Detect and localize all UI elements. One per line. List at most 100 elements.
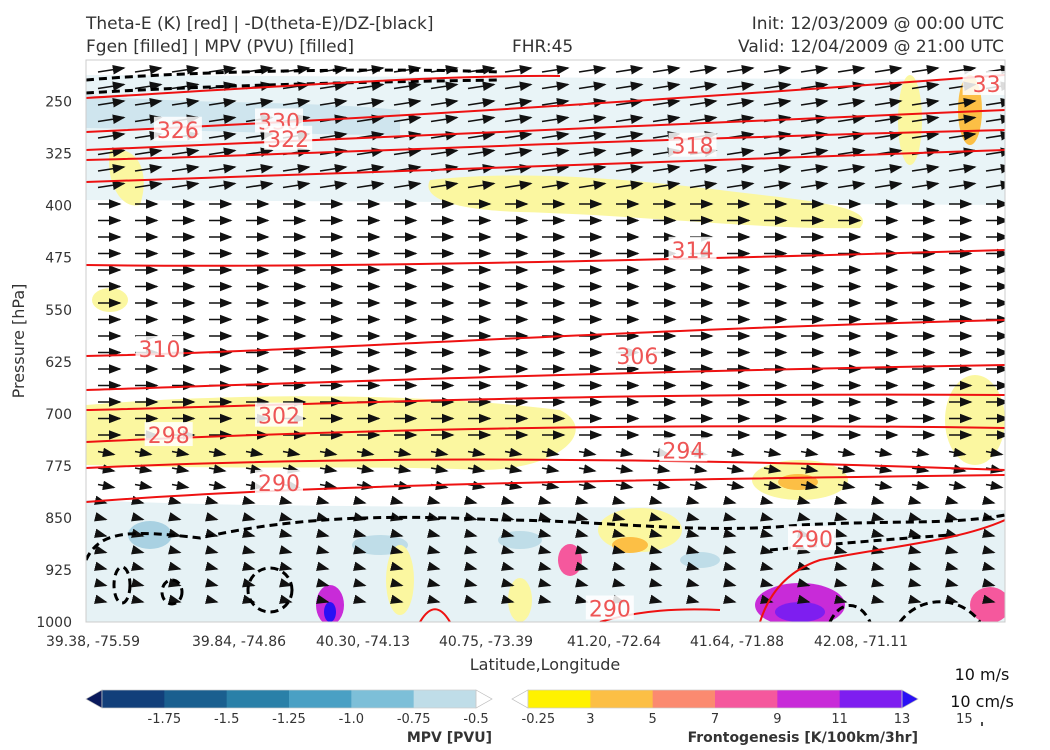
- wind-arrow: [541, 180, 570, 190]
- wind-arrow: [796, 545, 811, 555]
- x-tick-label: 39.84, -74.86: [192, 634, 286, 650]
- wind-arrow: [907, 545, 922, 555]
- wind-arrow: [93, 512, 108, 522]
- wind-arrow: [319, 480, 338, 491]
- y-tick-label: 1000: [36, 615, 72, 631]
- wind-arrow: [352, 594, 367, 604]
- wind-arrow: [426, 561, 441, 571]
- wind-arrow: [504, 447, 523, 458]
- wind-arrow: [796, 495, 811, 505]
- wind-arrow: [315, 578, 330, 588]
- wind-arrow: [652, 97, 681, 108]
- wind-arrow: [208, 163, 237, 174]
- wind-arrow: [763, 464, 782, 474]
- wind-arrow: [574, 512, 589, 522]
- wind-arrow: [504, 114, 533, 124]
- wind-arrow: [611, 561, 626, 571]
- colorbar-segment: [289, 690, 352, 708]
- colorbar-frame: [527, 689, 903, 709]
- wind-arrow: [134, 97, 163, 108]
- wind-arrow: [981, 594, 996, 604]
- wind-arrow: [648, 528, 663, 538]
- wind-reference-horizontal: 10 m/s: [955, 665, 1010, 684]
- wind-arrow: [652, 64, 681, 75]
- contour-label: 290: [589, 598, 631, 623]
- wind-arrow: [689, 97, 718, 108]
- colorbar-extend-high: [475, 689, 493, 709]
- contour-label-bg: [153, 116, 202, 141]
- wind-arrow: [578, 480, 597, 491]
- wind-arrow: [833, 594, 848, 604]
- wind-arrow: [393, 447, 412, 458]
- wind-arrow: [171, 464, 190, 474]
- wind-arrow: [689, 163, 718, 174]
- wind-arrow: [130, 512, 145, 522]
- colorbar-segment: [777, 690, 841, 708]
- wind-arrow: [685, 495, 700, 505]
- wind-arrow: [356, 81, 385, 91]
- colorbar-tick-label: 7: [711, 712, 719, 727]
- wind-arrow: [907, 528, 922, 538]
- contour-label: 302: [258, 405, 300, 430]
- wind-arrow: [648, 495, 663, 505]
- wind-arrow: [800, 447, 819, 458]
- init-time: Init: 12/03/2009 @ 00:00 UTC: [751, 14, 1004, 34]
- wind-arrow: [652, 163, 681, 174]
- colorbar-tick-label: 11: [831, 712, 848, 727]
- y-tick-label: 250: [45, 95, 72, 111]
- wind-arrow: [726, 114, 755, 124]
- wind-arrow: [759, 561, 774, 571]
- y-tick-label: 550: [45, 303, 72, 319]
- wind-arrow: [430, 81, 459, 91]
- wind-arrow: [426, 528, 441, 538]
- wind-arrow: [685, 594, 700, 604]
- wind-arrow: [833, 578, 848, 588]
- wind-arrow: [208, 464, 227, 474]
- wind-arrow: [171, 480, 190, 491]
- wind-arrow: [615, 130, 644, 141]
- wind-arrow: [97, 147, 126, 157]
- wind-arrow: [800, 480, 819, 491]
- colorbar-extend-low: [511, 689, 529, 709]
- wind-arrow: [541, 163, 570, 174]
- wind-arrow: [648, 578, 663, 588]
- wind-arrow: [800, 64, 829, 75]
- wind-arrow: [796, 578, 811, 588]
- wind-arrow: [504, 147, 533, 157]
- wind-arrow: [352, 495, 367, 505]
- x-tick-label: 41.20, -72.64: [567, 634, 661, 650]
- wind-arrow: [130, 528, 145, 538]
- wind-arrow: [907, 495, 922, 505]
- wind-arrow: [430, 97, 459, 108]
- contour-label-bg: [254, 469, 303, 494]
- wind-arrow: [278, 594, 293, 604]
- wind-arrow: [907, 578, 922, 588]
- wind-arrow: [134, 447, 153, 458]
- contour-label-bg: [613, 342, 662, 367]
- wind-arrow: [208, 480, 227, 491]
- y-axis-label: Pressure [hPa]: [9, 284, 28, 399]
- wind-arrow: [171, 180, 200, 190]
- colorbar-tick-label: 9: [773, 712, 781, 727]
- wind-arrow: [467, 97, 496, 108]
- wind-arrow: [985, 97, 1005, 108]
- wind-arrow: [948, 64, 977, 75]
- x-tick-label: 40.30, -74.13: [316, 634, 410, 650]
- colorbar-segment: [226, 690, 290, 708]
- contour-label: 33: [973, 73, 1001, 98]
- plot-frame: [85, 59, 1006, 623]
- wind-arrow: [837, 114, 866, 124]
- wind-arrow: [134, 480, 153, 491]
- wind-arrow: [726, 97, 755, 108]
- wind-arrow: [837, 447, 856, 458]
- contour-label: 322: [267, 128, 309, 153]
- wind-arrow: [726, 480, 745, 491]
- wind-arrow: [763, 180, 792, 190]
- wind-arrow: [648, 545, 663, 555]
- wind-arrow: [356, 464, 375, 474]
- wind-arrow: [93, 594, 108, 604]
- x-tick-label: 39.38, -75.59: [46, 634, 140, 650]
- y-tick-label: 400: [45, 199, 72, 215]
- wind-arrow: [282, 180, 311, 190]
- wind-arrow: [722, 528, 737, 538]
